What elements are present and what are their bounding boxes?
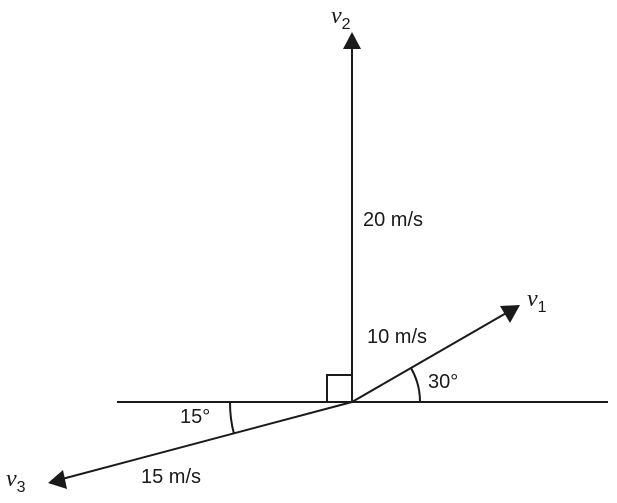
vector-v2-arrowhead (343, 32, 361, 49)
right-angle-marker (326, 374, 352, 402)
vector-v1-arrowhead (500, 305, 520, 323)
v2-magnitude-label: 20 m/s (363, 209, 423, 231)
angle-arc-15 (228, 401, 235, 435)
v3-symbol: v (6, 466, 17, 492)
v1-symbol-label: v1 (527, 286, 547, 316)
vector-v3-line (61, 401, 353, 480)
angle-30-label: 30° (428, 371, 458, 393)
v2-subscript: 2 (342, 16, 351, 33)
vector-v3-arrowhead (48, 470, 67, 489)
angle-15-label: 15° (180, 406, 210, 428)
v1-symbol: v (527, 286, 538, 312)
v1-subscript: 1 (538, 299, 547, 316)
angle-arc-30 (410, 367, 422, 403)
v1-magnitude-label: 10 m/s (367, 326, 427, 348)
v2-symbol-label: v2 (331, 3, 351, 33)
v3-magnitude-label: 15 m/s (141, 466, 201, 488)
v2-symbol: v (331, 3, 342, 29)
vector-v1-line (351, 311, 509, 403)
v3-symbol-label: v3 (6, 466, 26, 496)
v3-subscript: 3 (17, 479, 26, 496)
